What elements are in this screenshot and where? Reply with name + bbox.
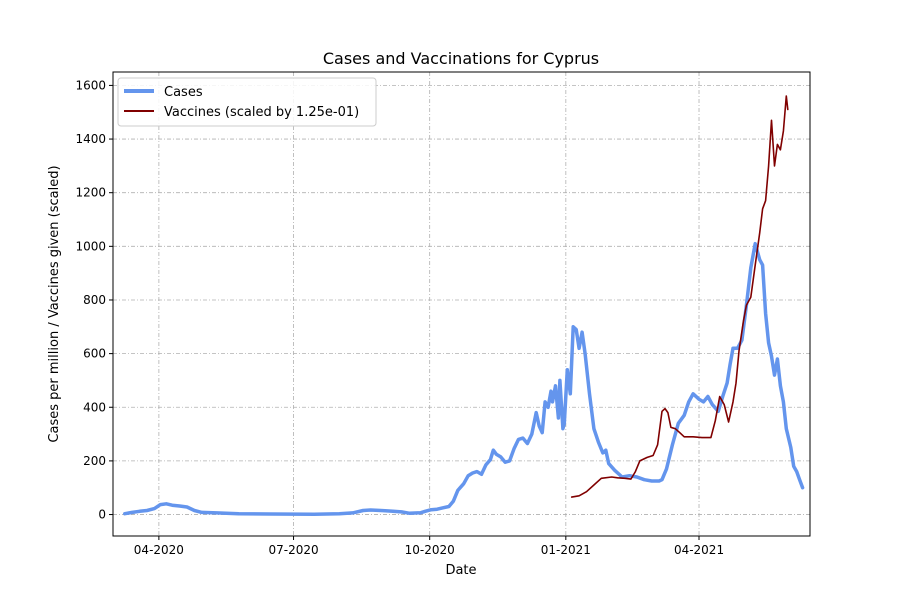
y-tick-label: 1200	[75, 186, 106, 200]
legend-box	[117, 77, 377, 127]
y-tick-label: 400	[83, 400, 106, 414]
y-tick-label: 200	[83, 454, 106, 468]
cases-line	[123, 241, 805, 517]
x-axis: 04-2020 07-2020 10-2020 01-2021 04-2021	[134, 536, 724, 557]
x-tick-label: 10-2020	[405, 543, 455, 557]
series-lines	[123, 95, 805, 517]
x-tick-label: 01-2021	[541, 543, 591, 557]
plot-frame	[112, 71, 811, 537]
y-tick-label: 1000	[75, 239, 106, 253]
y-tick-label: 600	[83, 347, 106, 361]
legend: Cases Vaccines (scaled by 1.25e-01)	[117, 77, 377, 127]
x-tick-label: 07-2020	[268, 543, 318, 557]
vaccines-line	[570, 95, 789, 498]
y-tick-label: 1600	[75, 78, 106, 92]
grid-lines	[113, 72, 810, 536]
x-tick-label: 04-2020	[134, 543, 184, 557]
y-axis: 0 200 400 600 800 1000 1200 1400 1600	[75, 78, 113, 522]
x-axis-title: Date	[445, 563, 476, 578]
y-axis-title: Cases per million / Vaccines given (scal…	[47, 165, 62, 442]
chart-title: Cases and Vaccinations for Cyprus	[323, 49, 599, 68]
y-tick-label: 1400	[75, 132, 106, 146]
x-tick-label: 04-2021	[674, 543, 724, 557]
legend-label-vaccines: Vaccines (scaled by 1.25e-01)	[164, 105, 359, 120]
y-tick-label: 800	[83, 293, 106, 307]
legend-label-cases: Cases	[164, 85, 203, 100]
y-tick-label: 0	[98, 508, 106, 522]
